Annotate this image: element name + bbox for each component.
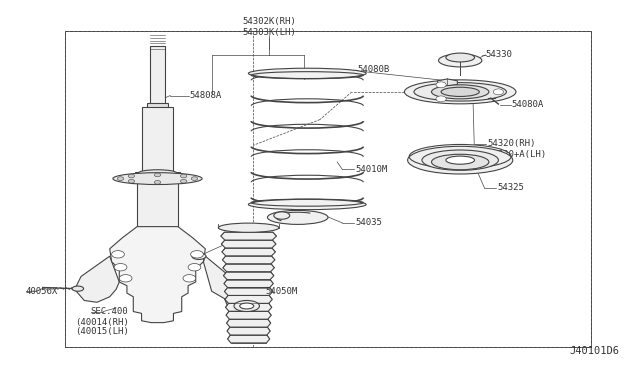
Circle shape — [119, 275, 132, 282]
Polygon shape — [221, 232, 276, 240]
Bar — [147, 103, 168, 109]
Circle shape — [493, 89, 504, 95]
Text: 40056X: 40056X — [26, 287, 58, 296]
Text: SEC.400: SEC.400 — [91, 307, 128, 316]
Bar — [134, 172, 180, 180]
Circle shape — [114, 263, 127, 271]
Polygon shape — [224, 280, 273, 288]
Circle shape — [436, 82, 446, 88]
Text: 54050M: 54050M — [266, 287, 298, 296]
Ellipse shape — [446, 156, 474, 164]
Circle shape — [180, 174, 187, 178]
Circle shape — [128, 179, 134, 183]
Ellipse shape — [138, 170, 177, 176]
Polygon shape — [438, 79, 458, 86]
Ellipse shape — [240, 303, 253, 309]
Bar — [150, 46, 165, 105]
Polygon shape — [221, 240, 276, 248]
Circle shape — [191, 177, 198, 180]
Polygon shape — [223, 272, 274, 280]
Text: 54302K(RH): 54302K(RH) — [242, 17, 296, 26]
Ellipse shape — [218, 223, 279, 232]
Circle shape — [180, 179, 187, 183]
Text: 54808A: 54808A — [189, 91, 221, 100]
Text: J40101D6: J40101D6 — [570, 346, 620, 356]
Ellipse shape — [113, 173, 202, 185]
Ellipse shape — [422, 150, 499, 170]
Polygon shape — [75, 256, 119, 302]
Circle shape — [436, 96, 446, 102]
Circle shape — [188, 263, 201, 271]
Ellipse shape — [408, 146, 513, 174]
Text: 54330: 54330 — [486, 51, 513, 60]
Text: 54325: 54325 — [497, 183, 524, 192]
Circle shape — [183, 275, 196, 282]
Text: 54320+A(LH): 54320+A(LH) — [487, 150, 546, 159]
Circle shape — [128, 174, 134, 178]
Polygon shape — [222, 256, 275, 264]
Polygon shape — [225, 303, 272, 311]
Circle shape — [111, 251, 124, 258]
Text: 54035: 54035 — [355, 218, 382, 227]
Bar — [65, 31, 591, 347]
Ellipse shape — [192, 253, 206, 260]
Ellipse shape — [431, 154, 489, 170]
Ellipse shape — [72, 286, 84, 291]
Circle shape — [117, 177, 124, 180]
Text: 54010M: 54010M — [355, 165, 387, 174]
Ellipse shape — [274, 212, 290, 219]
Text: 54080B: 54080B — [357, 65, 389, 74]
Ellipse shape — [248, 199, 366, 210]
Circle shape — [191, 251, 204, 258]
Polygon shape — [223, 264, 275, 272]
Circle shape — [154, 180, 161, 184]
Ellipse shape — [431, 85, 489, 99]
Ellipse shape — [414, 83, 506, 101]
Ellipse shape — [404, 80, 516, 104]
Circle shape — [154, 173, 161, 177]
Bar — [141, 107, 173, 173]
Polygon shape — [227, 327, 270, 335]
Ellipse shape — [248, 68, 366, 78]
Text: 54320(RH): 54320(RH) — [487, 139, 535, 148]
Ellipse shape — [446, 53, 474, 62]
Polygon shape — [225, 288, 273, 295]
Polygon shape — [227, 319, 271, 327]
Ellipse shape — [441, 87, 479, 96]
Bar — [137, 177, 178, 258]
Text: (40014(RH): (40014(RH) — [75, 318, 129, 327]
Text: (40015(LH): (40015(LH) — [75, 327, 129, 336]
Polygon shape — [226, 311, 271, 319]
Text: 54080A: 54080A — [511, 100, 543, 109]
Ellipse shape — [268, 211, 328, 224]
Polygon shape — [204, 256, 259, 313]
Bar — [65, 31, 591, 347]
Polygon shape — [228, 335, 269, 343]
Ellipse shape — [234, 301, 259, 311]
Ellipse shape — [438, 54, 482, 67]
Polygon shape — [222, 248, 275, 256]
Polygon shape — [225, 295, 272, 303]
Text: 54303K(LH): 54303K(LH) — [242, 28, 296, 37]
Polygon shape — [109, 227, 205, 323]
